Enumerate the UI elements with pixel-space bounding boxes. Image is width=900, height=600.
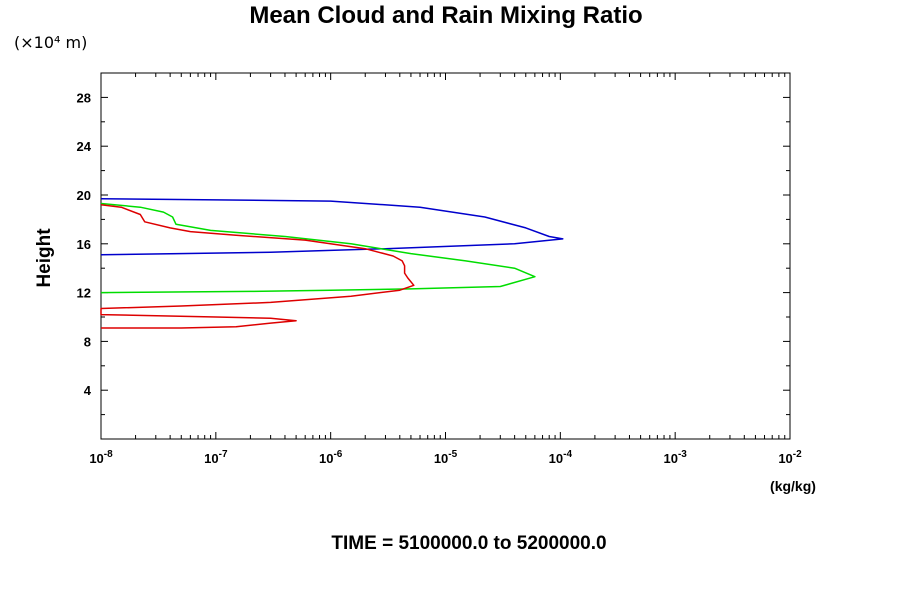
series-line-3 (100, 204, 415, 329)
y-axis-label: Height (34, 228, 55, 288)
time-range-label: TIME = 5100000.0 to 5200000.0 (331, 533, 606, 554)
plot-frame (100, 72, 791, 440)
x-tick-label: 10-2 (778, 449, 802, 466)
x-tick-label: 10-7 (204, 449, 228, 466)
x-tick-label: 10-5 (434, 449, 458, 466)
x-tick-label: 10-6 (319, 449, 343, 466)
x-tick-label: 10-3 (663, 449, 687, 466)
y-tick-labels: 4 8 12 16 20 24 28 (77, 90, 92, 398)
y-tick-label: 4 (84, 383, 92, 398)
y-tick-label: 24 (77, 139, 92, 154)
series-layer (100, 197, 564, 329)
y-tick-label: 28 (77, 90, 91, 105)
tick-marks (100, 73, 791, 439)
series-line-2 (100, 202, 536, 294)
series-line-1 (100, 197, 564, 256)
chart-title: Mean Cloud and Rain Mixing Ratio (249, 2, 642, 29)
x-unit-label: (kg/kg) (770, 478, 816, 494)
y-tick-label: 20 (77, 188, 91, 203)
x-tick-labels: 10-8 10-7 10-6 10-5 10-4 10-3 10-2 (89, 449, 802, 466)
y-tick-label: 16 (77, 237, 91, 252)
y-tick-label: 12 (77, 286, 91, 301)
y-unit-label: (×10⁴ m) (14, 33, 87, 52)
y-tick-label: 8 (84, 334, 91, 349)
x-tick-label: 10-8 (89, 449, 113, 466)
x-tick-label: 10-4 (549, 449, 573, 466)
